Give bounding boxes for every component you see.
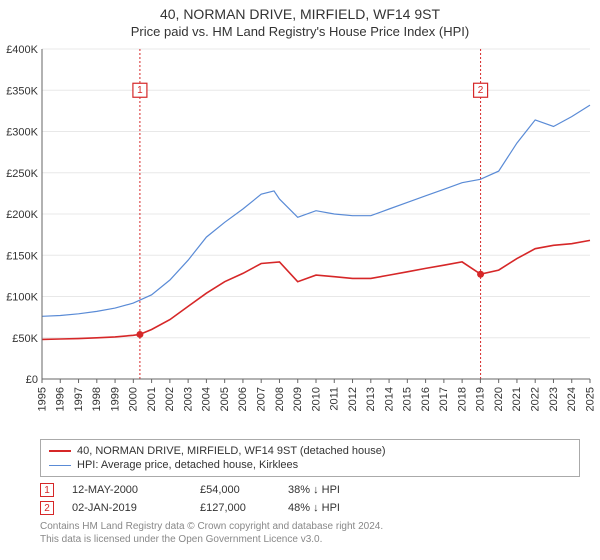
event-price: £127,000	[200, 502, 270, 514]
legend: 40, NORMAN DRIVE, MIRFIELD, WF14 9ST (de…	[40, 439, 580, 477]
x-tick-label: 2006	[237, 387, 249, 411]
x-tick-label: 2007	[256, 387, 268, 411]
chart-area: £0 £50K £100K £150K £200K £250K £300K £350K £400…	[0, 43, 600, 433]
x-tick-label: 2022	[530, 387, 542, 411]
line-chart: £0 £50K £100K £150K £200K £250K £300K £350K £400…	[0, 43, 600, 433]
y-tick-label: £50K	[12, 333, 38, 345]
x-tick-label: 2024	[566, 387, 578, 411]
x-tick-label: 2002	[164, 387, 176, 411]
x-tick-label: 2017	[438, 387, 450, 411]
event-marker: 1	[40, 483, 54, 497]
y-tick-label: £200K	[6, 209, 38, 221]
x-tick-label: 2005	[219, 387, 231, 411]
legend-label: 40, NORMAN DRIVE, MIRFIELD, WF14 9ST (de…	[77, 445, 386, 457]
x-tick-label: 2025	[584, 387, 596, 411]
x-tick-label: 2023	[548, 387, 560, 411]
event-date: 12-MAY-2000	[72, 484, 182, 496]
x-tick-label: 1999	[109, 387, 121, 411]
x-tick-label: 2009	[292, 387, 304, 411]
x-tick-label: 2018	[456, 387, 468, 411]
event-row: 2 02-JAN-2019 £127,000 48% ↓ HPI	[40, 499, 580, 517]
y-tick-label: £0	[26, 374, 38, 386]
x-tick-label: 2015	[402, 387, 414, 411]
x-tick-label: 2016	[420, 387, 432, 411]
x-tick-label: 2020	[493, 387, 505, 411]
event-table: 1 12-MAY-2000 £54,000 38% ↓ HPI 2 02-JAN-2019…	[40, 481, 580, 517]
legend-swatch	[49, 465, 71, 466]
event-delta: 38% ↓ HPI	[288, 484, 340, 496]
x-tick-label: 2021	[511, 387, 523, 411]
event-dot	[477, 271, 484, 278]
event-price: £54,000	[200, 484, 270, 496]
x-tick-label: 2013	[365, 387, 377, 411]
event-row: 1 12-MAY-2000 £54,000 38% ↓ HPI	[40, 481, 580, 499]
y-tick-label: £400K	[6, 44, 38, 56]
x-tick-label: 2003	[182, 387, 194, 411]
event-date: 02-JAN-2019	[72, 502, 182, 514]
footer-line-2: This data is licensed under the Open Gov…	[40, 534, 580, 547]
footer-attribution: Contains HM Land Registry data © Crown c…	[40, 521, 580, 546]
x-tick-label: 2008	[274, 387, 286, 411]
x-tick-label: 1995	[36, 387, 48, 411]
legend-item: HPI: Average price, detached house, Kirk…	[49, 458, 571, 472]
legend-label: HPI: Average price, detached house, Kirk…	[77, 459, 298, 471]
y-tick-label: £100K	[6, 292, 38, 304]
x-tick-label: 1996	[55, 387, 67, 411]
x-tick-label: 2012	[347, 387, 359, 411]
x-tick-label: 2004	[201, 387, 213, 411]
x-tick-label: 2000	[128, 387, 140, 411]
x-tick-label: 2001	[146, 387, 158, 411]
x-tick-label: 2014	[383, 387, 395, 411]
y-tick-label: £350K	[6, 85, 38, 97]
y-tick-label: £150K	[6, 250, 38, 262]
event-marker-num: 2	[478, 85, 484, 96]
event-marker: 2	[40, 501, 54, 515]
y-tick-label: £250K	[6, 168, 38, 180]
page-subtitle: Price paid vs. HM Land Registry's House …	[0, 22, 600, 43]
footer-line-1: Contains HM Land Registry data © Crown c…	[40, 521, 580, 534]
x-tick-label: 1997	[73, 387, 85, 411]
page-title: 40, NORMAN DRIVE, MIRFIELD, WF14 9ST	[0, 0, 600, 22]
event-delta: 48% ↓ HPI	[288, 502, 340, 514]
event-dot	[136, 331, 143, 338]
event-marker-num: 1	[137, 85, 143, 96]
y-tick-label: £300K	[6, 127, 38, 139]
x-tick-label: 2019	[475, 387, 487, 411]
legend-swatch	[49, 450, 71, 452]
x-tick-label: 1998	[91, 387, 103, 411]
x-tick-label: 2011	[329, 387, 341, 411]
legend-item: 40, NORMAN DRIVE, MIRFIELD, WF14 9ST (de…	[49, 444, 571, 458]
x-tick-label: 2010	[310, 387, 322, 411]
